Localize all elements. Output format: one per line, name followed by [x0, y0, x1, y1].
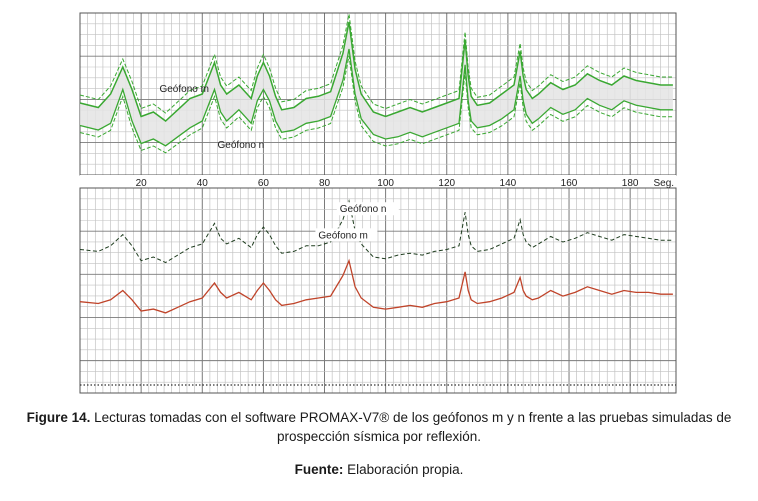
series-geofono-n-lower-envelope: [79, 55, 673, 154]
seismic-chart-figure: Geófono m Geófono n 20 40 60 80 100 120 140 160 18…: [79, 12, 677, 394]
x-tick-label: 60: [258, 178, 270, 189]
x-tick-label: 80: [319, 178, 331, 189]
annotation-bg: [315, 228, 378, 242]
x-axis-label: Seg.: [653, 178, 674, 189]
figure-caption-text: Lecturas tomadas con el software PROMAX-…: [90, 410, 732, 444]
annotation-bg: [336, 202, 399, 216]
series-geofono-n-line: [79, 258, 673, 314]
annotation-label: Geófono m: [318, 230, 367, 241]
figure-source: Fuente: Elaboración propia.: [0, 460, 758, 479]
axis-label-strip: [80, 175, 676, 188]
series-geofono-m-line: [79, 21, 673, 122]
series-geofono-m-line: [79, 199, 673, 264]
series-geofono-m-upper-envelope: [79, 13, 673, 114]
trace-band-fill: [80, 22, 673, 146]
figure-source-text: Elaboración propia.: [343, 462, 464, 477]
x-tick-label: 20: [136, 178, 148, 189]
series-geofono-n-line: [79, 48, 673, 147]
figure-caption: Figure 14. Lecturas tomadas con el softw…: [0, 408, 758, 446]
figure-caption-label: Figure 14.: [26, 410, 91, 425]
annotation-label: Geófono n: [340, 204, 387, 215]
x-tick-label: 120: [438, 178, 455, 189]
x-tick-label: 40: [197, 178, 209, 189]
x-tick-label: 180: [622, 178, 639, 189]
x-tick-label: 140: [500, 178, 517, 189]
annotation-label: Geófono m: [159, 84, 208, 95]
x-tick-label: 160: [561, 178, 578, 189]
chart-bottom-grid: [79, 187, 677, 394]
figure-source-label: Fuente:: [294, 462, 344, 477]
chart-bottom-frame: [79, 187, 677, 394]
x-tick-label: 100: [377, 178, 394, 189]
annotation-label: Geófono n: [218, 140, 265, 151]
